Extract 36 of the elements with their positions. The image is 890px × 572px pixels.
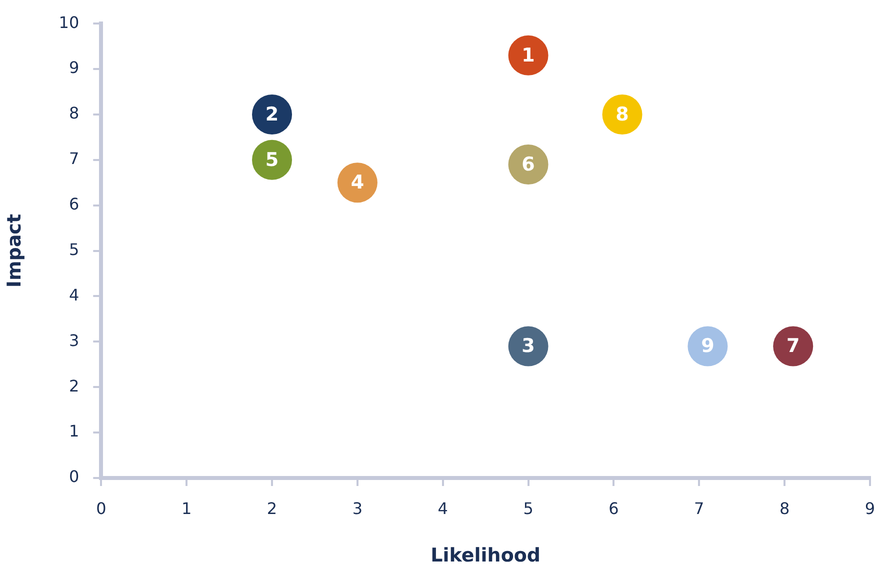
x-tick-label: 9	[864, 498, 876, 518]
x-tick-label: 8	[779, 498, 790, 518]
y-tick-label: 2	[68, 376, 80, 396]
series-label: 8	[616, 103, 629, 126]
x-tick-label: 5	[523, 498, 534, 518]
y-tick-label: 6	[68, 194, 80, 214]
y-tick-label: 10	[58, 12, 80, 32]
y-tick-label: 0	[68, 467, 80, 486]
series-label: 9	[701, 335, 714, 358]
x-tick-label: 1	[181, 498, 192, 518]
y-tick-label: 9	[68, 58, 80, 78]
x-axis-title: Likelihood	[430, 544, 541, 567]
series-label: 2	[265, 103, 279, 126]
y-tick-label: 7	[68, 149, 80, 168]
point	[773, 326, 814, 366]
x-tick-label: 4	[438, 498, 448, 518]
series-label: 1	[522, 44, 535, 66]
x-tick-label: 7	[694, 498, 704, 518]
y-tick-label: 8	[68, 104, 80, 123]
x-tick-label: 0	[96, 498, 106, 518]
point	[508, 35, 548, 76]
series-label: 7	[786, 335, 800, 358]
x-tick-label: 3	[352, 498, 363, 518]
point	[252, 94, 292, 134]
series-label: 3	[522, 335, 535, 358]
series-label: 5	[265, 148, 279, 171]
y-tick-label: 3	[68, 330, 80, 350]
x-tick-label: 2	[266, 498, 278, 518]
y-tick-label: 5	[68, 240, 80, 259]
series-label: 6	[522, 153, 535, 176]
point	[252, 140, 292, 180]
y-axis-title: Impact	[3, 214, 26, 288]
y-tick-label: 4	[68, 285, 80, 304]
y-tick-label: 1	[68, 422, 80, 441]
series-label: 4	[350, 172, 364, 194]
x-tick-label: 6	[608, 498, 619, 518]
